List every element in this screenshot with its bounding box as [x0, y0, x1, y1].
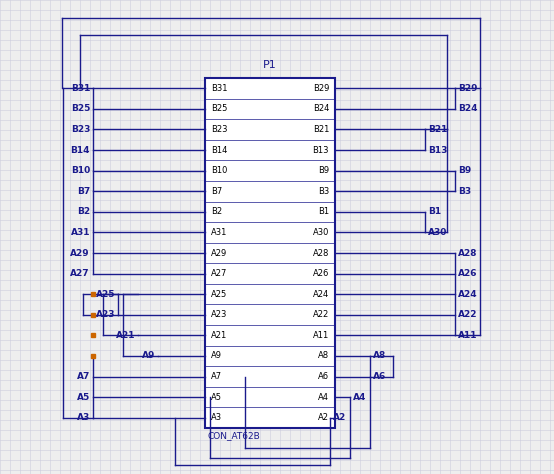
Text: B29: B29 [312, 84, 329, 93]
Text: A25: A25 [95, 290, 115, 299]
Text: B3: B3 [458, 187, 471, 196]
Text: A25: A25 [211, 290, 227, 299]
Text: A5: A5 [211, 392, 222, 401]
Text: B2: B2 [77, 207, 90, 216]
Text: A4: A4 [318, 392, 329, 401]
Text: A2: A2 [333, 413, 346, 422]
Text: A11: A11 [313, 331, 329, 340]
Text: A28: A28 [458, 248, 478, 257]
Text: B7: B7 [77, 187, 90, 196]
Text: A24: A24 [313, 290, 329, 299]
Text: B9: B9 [458, 166, 471, 175]
Text: A23: A23 [211, 310, 227, 319]
Text: A5: A5 [77, 392, 90, 401]
Text: A28: A28 [312, 248, 329, 257]
Text: A26: A26 [312, 269, 329, 278]
Text: A3: A3 [211, 413, 222, 422]
Text: B21: B21 [312, 125, 329, 134]
Text: A2: A2 [318, 413, 329, 422]
Text: B1: B1 [428, 207, 441, 216]
Text: A29: A29 [211, 248, 227, 257]
Text: B24: B24 [312, 104, 329, 113]
Text: A6: A6 [373, 372, 386, 381]
Text: B14: B14 [70, 146, 90, 155]
Text: B13: B13 [312, 146, 329, 155]
Text: B31: B31 [70, 84, 90, 93]
Text: B23: B23 [70, 125, 90, 134]
Text: A7: A7 [76, 372, 90, 381]
Text: A26: A26 [458, 269, 478, 278]
Text: A30: A30 [312, 228, 329, 237]
Bar [205, 78, 335, 428]
Text: A29: A29 [70, 248, 90, 257]
Text: A21: A21 [211, 331, 227, 340]
Text: B29: B29 [458, 84, 478, 93]
Text: A4: A4 [353, 392, 366, 401]
Text: B21: B21 [428, 125, 448, 134]
Text: B24: B24 [458, 104, 478, 113]
Text: A6: A6 [318, 372, 329, 381]
Text: B25: B25 [211, 104, 227, 113]
Text: A9: A9 [211, 351, 222, 360]
Text: A24: A24 [458, 290, 478, 299]
Text: B10: B10 [71, 166, 90, 175]
Text: B25: B25 [70, 104, 90, 113]
Text: A27: A27 [211, 269, 227, 278]
Text: CON_AT62B: CON_AT62B [207, 431, 260, 440]
Text: A7: A7 [211, 372, 222, 381]
Text: A11: A11 [458, 331, 478, 340]
Text: B7: B7 [211, 187, 222, 196]
Text: A30: A30 [428, 228, 448, 237]
Text: B1: B1 [318, 207, 329, 216]
Text: B3: B3 [318, 187, 329, 196]
Text: A23: A23 [95, 310, 115, 319]
Text: B13: B13 [428, 146, 448, 155]
Text: A27: A27 [70, 269, 90, 278]
Text: B23: B23 [211, 125, 228, 134]
Text: B31: B31 [211, 84, 228, 93]
Text: B14: B14 [211, 146, 227, 155]
Text: A31: A31 [211, 228, 227, 237]
Text: A8: A8 [373, 351, 386, 360]
Text: A21: A21 [115, 331, 135, 340]
Text: B2: B2 [211, 207, 222, 216]
Text: B9: B9 [318, 166, 329, 175]
Text: P1: P1 [263, 60, 277, 70]
Text: A22: A22 [313, 310, 329, 319]
Text: A31: A31 [70, 228, 90, 237]
Text: A8: A8 [318, 351, 329, 360]
Text: B10: B10 [211, 166, 227, 175]
Text: A22: A22 [458, 310, 478, 319]
Text: A9: A9 [142, 351, 155, 360]
Text: A3: A3 [77, 413, 90, 422]
